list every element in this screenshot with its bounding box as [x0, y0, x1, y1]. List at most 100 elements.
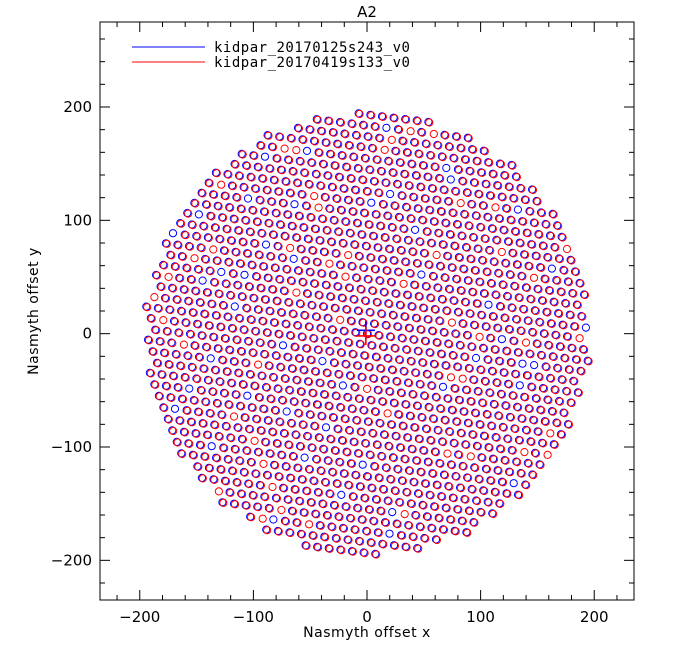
data-point-red — [432, 250, 441, 260]
data-point-blue — [343, 392, 352, 402]
data-point-red — [408, 160, 417, 169]
data-point-blue — [272, 439, 281, 448]
data-point-blue — [237, 347, 246, 356]
data-point-blue — [504, 379, 513, 388]
data-point-blue — [371, 352, 381, 361]
data-point-blue — [229, 214, 238, 223]
data-point-red — [422, 479, 431, 488]
data-point-blue — [484, 300, 493, 309]
data-point-red — [441, 416, 450, 425]
data-point-red — [492, 433, 501, 442]
data-point-red — [198, 474, 207, 483]
center-marker-red — [356, 326, 375, 345]
data-point-red — [533, 197, 542, 206]
data-point-blue — [142, 302, 151, 311]
data-point-red — [287, 277, 296, 286]
data-point-red — [374, 528, 383, 538]
data-point-red — [206, 409, 215, 418]
data-point-red — [572, 355, 582, 364]
data-point-red — [523, 371, 533, 380]
data-point-red — [240, 183, 249, 192]
data-point-red — [245, 480, 254, 489]
data-point-blue — [537, 208, 546, 217]
data-point-blue — [442, 306, 451, 315]
data-point-blue — [339, 523, 348, 533]
data-point-red — [171, 262, 180, 271]
data-point-blue — [283, 352, 292, 361]
data-point-red — [562, 299, 571, 308]
data-point-blue — [238, 237, 247, 246]
data-point-red — [381, 233, 390, 242]
data-point-red — [493, 378, 502, 388]
data-point-blue — [443, 251, 452, 260]
data-point-blue — [362, 187, 371, 196]
data-point-red — [298, 333, 307, 342]
data-point-blue — [278, 198, 287, 207]
data-point-red — [310, 137, 320, 146]
data-point-red — [160, 261, 169, 270]
data-point-red — [390, 256, 399, 265]
data-point-blue — [244, 336, 253, 346]
data-point-red — [324, 456, 333, 466]
data-point-red — [361, 494, 370, 503]
data-point-red — [392, 147, 401, 156]
data-point-red — [489, 455, 499, 464]
data-point-red — [460, 265, 469, 274]
data-point-blue — [375, 418, 384, 427]
data-point-red — [212, 366, 221, 375]
data-point-red — [286, 528, 295, 538]
data-point-blue — [209, 475, 218, 484]
data-point-blue — [222, 367, 231, 376]
data-point-blue — [374, 473, 383, 482]
data-point-blue — [286, 276, 296, 285]
data-point-red — [396, 301, 405, 310]
data-point-blue — [490, 345, 499, 354]
data-point-blue — [521, 480, 530, 489]
data-point-blue — [430, 305, 439, 314]
data-point-red — [394, 180, 403, 189]
data-point-blue — [389, 113, 398, 122]
data-point-red — [428, 381, 437, 391]
data-point-red — [288, 222, 297, 231]
data-point-blue — [190, 341, 199, 350]
data-point-blue — [254, 250, 263, 259]
data-point-blue — [497, 389, 506, 398]
data-point-blue — [358, 460, 367, 469]
data-point-red — [405, 181, 414, 190]
data-point-red — [495, 269, 504, 278]
data-point-red — [546, 286, 555, 295]
data-point-red — [401, 455, 410, 464]
data-point-red — [452, 472, 461, 481]
data-point-red — [428, 239, 437, 248]
data-point-blue — [435, 459, 444, 468]
data-point-blue — [327, 237, 336, 246]
data-point-red — [213, 454, 222, 463]
data-point-blue — [458, 319, 467, 328]
data-point-blue — [444, 339, 453, 348]
data-point-red — [270, 318, 280, 327]
data-point-blue — [347, 261, 356, 271]
data-point-red — [230, 357, 239, 366]
data-point-red — [517, 184, 526, 193]
data-point-blue — [479, 343, 488, 352]
data-point-red — [515, 293, 524, 303]
data-point-blue — [233, 423, 242, 432]
data-point-red — [359, 176, 368, 185]
data-point-red — [499, 423, 508, 432]
data-point-red — [441, 273, 450, 283]
data-point-blue — [553, 221, 562, 230]
data-point-red — [451, 242, 460, 251]
data-point-blue — [387, 223, 396, 232]
data-point-blue — [388, 507, 397, 517]
data-point-red — [253, 218, 262, 227]
data-point-red — [357, 143, 366, 152]
data-point-red — [489, 509, 498, 519]
data-point-blue — [437, 152, 446, 161]
data-point-blue — [332, 336, 341, 345]
data-point-red — [555, 309, 564, 318]
data-point-blue — [353, 164, 362, 173]
data-point-red — [334, 425, 343, 434]
data-point-red — [209, 245, 218, 254]
data-point-red — [457, 286, 466, 295]
data-point-red — [209, 387, 218, 397]
